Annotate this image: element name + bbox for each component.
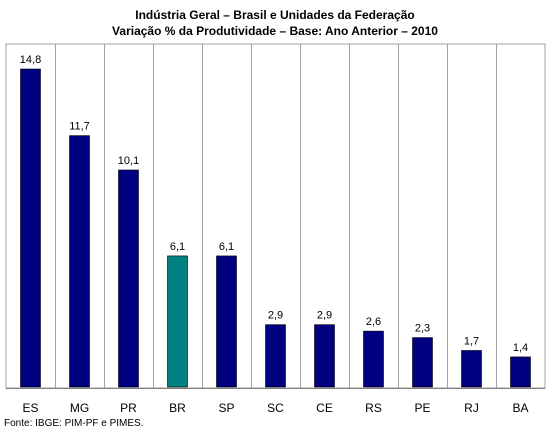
chart-subtitle: Variação % da Produtividade – Base: Ano … [112,24,438,38]
data-label-pe: 2,3 [415,323,430,335]
tick-label-pe: PE [414,401,430,415]
data-label-es: 14,8 [20,54,41,66]
bar-ce [314,324,335,388]
data-label-sc: 2,9 [268,310,283,322]
data-label-mg: 11,7 [69,121,90,133]
data-label-pr: 10,1 [118,155,139,167]
bar-es [20,68,41,388]
tick-label-mg: MG [70,401,89,415]
data-label-rj: 1,7 [464,335,479,347]
bar-pr [118,169,139,388]
bar-rj [461,350,482,388]
data-label-ce: 2,9 [317,310,332,322]
source-note: Fonte: IBGE: PIM-PF e PIMES. [4,418,144,429]
chart-title: Indústria Geral – Brasil e Unidades da F… [135,8,415,22]
data-label-rs: 2,6 [366,316,381,328]
tick-label-rj: RJ [464,401,479,415]
tick-label-ce: CE [316,401,333,415]
bar-sp [216,255,237,388]
data-label-br: 6,1 [170,241,185,253]
bar-ba [510,356,531,388]
data-label-sp: 6,1 [219,241,234,253]
tick-label-es: ES [22,401,38,415]
bar-mg [69,135,90,388]
bar-pe [412,337,433,388]
tick-label-sc: SC [267,401,284,415]
tick-label-sp: SP [218,401,234,415]
tick-label-ba: BA [512,401,528,415]
bar-br [167,255,188,388]
bar-sc [265,324,286,388]
data-label-ba: 1,4 [513,342,528,354]
bar-rs [363,330,384,388]
tick-label-br: BR [169,401,186,415]
tick-label-pr: PR [120,401,137,415]
tick-label-rs: RS [365,401,382,415]
